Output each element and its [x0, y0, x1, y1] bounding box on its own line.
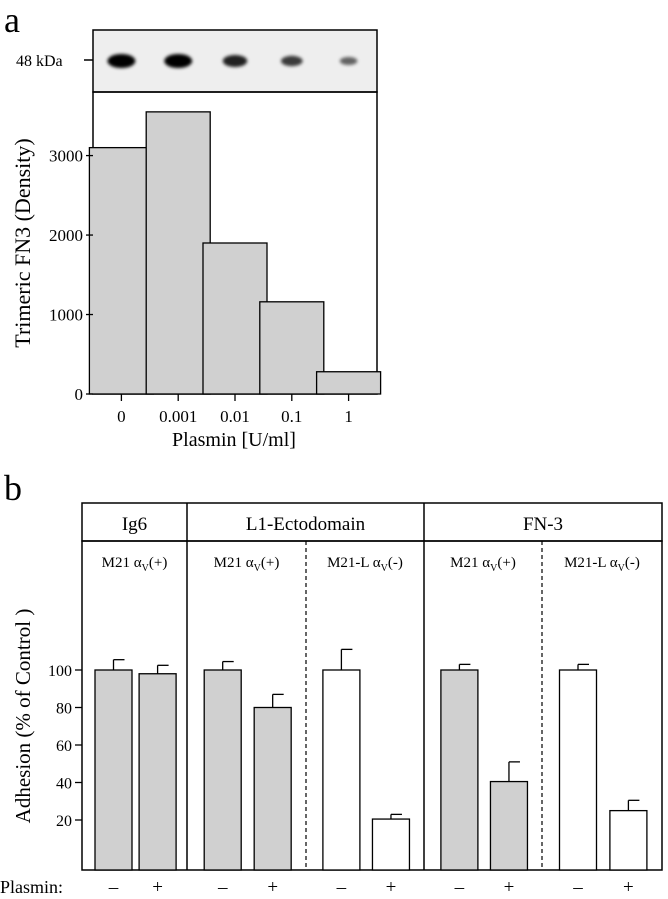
treatment-sign: – [108, 877, 119, 898]
panel-a-ytick-label: 2000 [49, 226, 83, 245]
western-blot: 48 kDa [16, 29, 378, 93]
treatment-sign: + [152, 877, 163, 898]
panel-a-xlabel: Plasmin [U/ml] [172, 429, 296, 451]
blot-band [164, 54, 193, 68]
panel-a-xtick-label: 0.01 [220, 407, 250, 426]
panel-b-bar [94, 669, 133, 871]
treatment-sign: – [336, 877, 347, 898]
subgroup-label: M21 αV(+) [102, 555, 168, 574]
panel-b-chart: b Ig6 M21 αV(+) L1-Ectodomain M21 αV(+) M21-… [0, 468, 663, 898]
panel-b-label: b [4, 468, 22, 508]
blot-band [107, 54, 136, 68]
treatment-sign: + [623, 877, 634, 898]
panel-a-xtick-label: 0.1 [281, 407, 302, 426]
panel-a-ytick-label: 1000 [49, 306, 83, 325]
panel-b-bar [440, 669, 479, 871]
treatment-sign: + [504, 877, 515, 898]
blot-band [339, 57, 358, 65]
panel-a-chart: a 48 kDa 0 1000 2000 3000 0 0.001 0.01 0.1 1 Tr… [4, 0, 382, 451]
subgroup-label: M21 αV(+) [214, 555, 280, 574]
panel-b-bar [558, 669, 598, 871]
panel-a-xtick-label: 1 [344, 407, 353, 426]
subgroup-label: M21 αV(+) [450, 555, 516, 574]
panel-b-bar [322, 669, 361, 871]
treatment-sign: – [454, 877, 465, 898]
panel-a-bar [202, 242, 268, 395]
group-label: FN-3 [523, 514, 563, 535]
treatment-label: Plasmin: [0, 877, 63, 897]
panel-b-ytick-label: 20 [56, 813, 72, 830]
panel-a-ytick-label: 3000 [49, 147, 83, 166]
panel-a-ylabel: Trimeric FN3 (Density) [10, 138, 35, 347]
panel-b-ytick-label: 60 [56, 738, 72, 755]
treatment-sign: + [386, 877, 397, 898]
panel-a-bar [88, 146, 155, 395]
subgroup-label: M21-L αV(-) [327, 555, 403, 574]
panel-b-ytick-label: 80 [56, 701, 72, 718]
panel-a-bar [259, 301, 325, 395]
panel-a-ytick-label: 0 [75, 385, 84, 404]
panel-b-ylabel: Adhesion (% of Control ) [11, 609, 35, 824]
blot-band [280, 55, 303, 67]
subgroup-label: M21-L αV(-) [564, 555, 640, 574]
panel-b-header-frame [81, 502, 663, 542]
panel-a-xtick-label: 0 [117, 407, 126, 426]
blot-band [222, 55, 248, 67]
panel-b-bar [138, 673, 177, 871]
panel-a-bar [145, 111, 211, 395]
treatment-sign: – [572, 877, 583, 898]
treatment-sign: + [267, 877, 278, 898]
panel-b-ytick-label: 100 [48, 663, 72, 680]
panel-a-bar [315, 371, 382, 395]
treatment-sign: – [217, 877, 228, 898]
panel-a-label: a [4, 0, 20, 40]
panel-b-bar [489, 780, 529, 871]
panel-b-bar [609, 809, 648, 871]
panel-a-xtick-label: 0.001 [159, 407, 197, 426]
group-label: L1-Ectodomain [246, 514, 366, 535]
panel-b-bar [371, 818, 411, 871]
panel-b-ytick-label: 40 [56, 776, 72, 793]
panel-b-bar [203, 669, 242, 871]
panel-b-bar [253, 706, 292, 871]
group-label: Ig6 [122, 514, 147, 535]
marker-label: 48 kDa [16, 53, 63, 70]
